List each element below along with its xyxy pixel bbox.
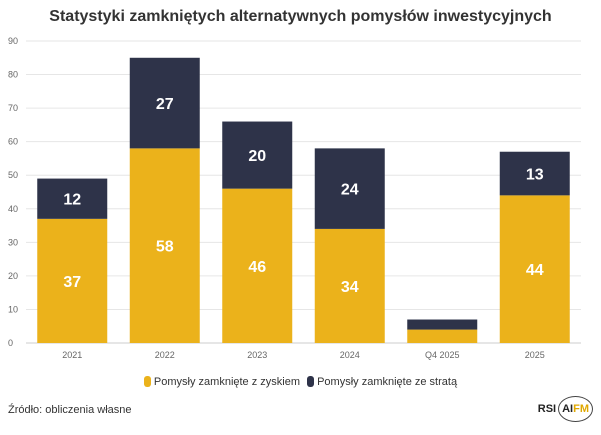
legend-label-profit: Pomysły zamknięte z zyskiem [153, 376, 301, 388]
bar-profit [314, 228, 385, 343]
data-label: 34 [341, 279, 359, 296]
bar-loss [37, 178, 108, 219]
data-label: 46 [248, 259, 266, 276]
bar-chart: 0102030405060708090371220215827202246202… [8, 36, 581, 360]
legend-swatch-profit [143, 376, 151, 387]
bar-profit [407, 329, 478, 343]
x-tick-label: 2024 [340, 350, 360, 360]
data-label: 27 [156, 96, 174, 113]
y-tick-label: 20 [8, 271, 18, 281]
y-tick-label: 60 [8, 137, 18, 147]
bar-profit [37, 218, 108, 343]
data-label: 58 [156, 239, 174, 256]
y-tick-label: 50 [8, 170, 18, 180]
y-tick-label: 70 [8, 103, 18, 113]
x-tick-label: 2025 [525, 350, 545, 360]
x-tick-label: Q4 2025 [425, 350, 460, 360]
bar-loss [407, 319, 478, 330]
x-tick-label: 2021 [62, 350, 82, 360]
data-label: 24 [341, 182, 359, 199]
y-tick-label: 10 [8, 304, 18, 314]
data-label: 37 [63, 274, 81, 291]
bar-loss [222, 121, 293, 189]
bar-profit [222, 188, 293, 343]
data-label: 13 [526, 167, 544, 184]
data-label: 44 [526, 262, 544, 279]
y-tick-label: 80 [8, 70, 18, 80]
rsi-aifm-logo: RSI AIFM [538, 396, 593, 422]
bar-profit [129, 148, 200, 343]
y-tick-label: 90 [8, 36, 18, 46]
y-tick-label: 30 [8, 237, 18, 247]
legend-label-loss: Pomysły zamknięte ze stratą [317, 376, 458, 388]
data-label: 12 [63, 192, 81, 209]
bar-loss [499, 151, 570, 196]
x-tick-label: 2023 [247, 350, 267, 360]
bar-profit [499, 195, 570, 343]
chart-title: Statystyki zamkniętych alternatywnych po… [49, 8, 552, 25]
bar-loss [129, 57, 200, 149]
y-tick-label: 40 [8, 204, 18, 214]
bar-loss [314, 148, 385, 229]
data-label: 20 [248, 148, 266, 165]
source-note: Źródło: obliczenia własne [8, 404, 132, 416]
x-tick-label: 2022 [155, 350, 175, 360]
legend-swatch-loss [307, 376, 315, 387]
legend: Pomysły zamknięte z zyskiem Pomysły zamk… [0, 376, 601, 388]
y-tick-label: 0 [8, 338, 13, 348]
